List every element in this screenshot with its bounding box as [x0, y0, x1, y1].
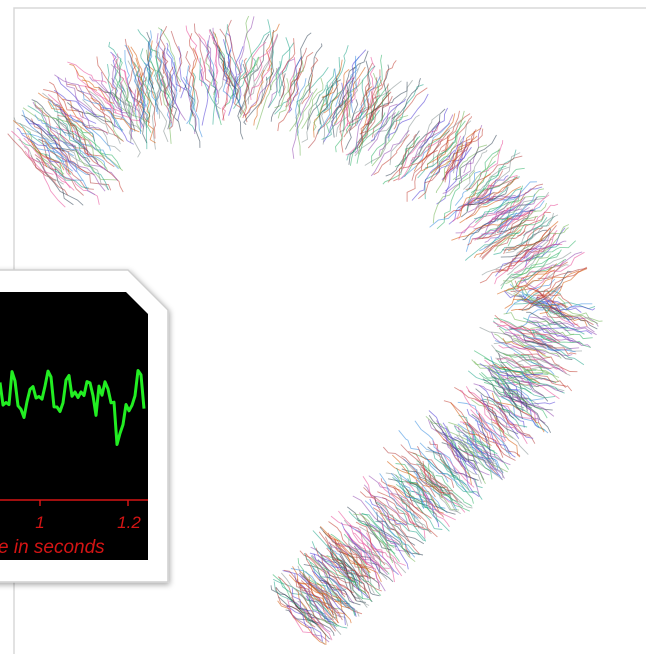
inset: 1 1.2 e in seconds [0, 270, 168, 582]
page: 1 1.2 e in seconds (() => { const data =… [0, 0, 646, 654]
tick-label: 1.2 [117, 513, 141, 532]
axis-label: e in seconds [0, 537, 105, 558]
tick-label: 1 [35, 513, 44, 532]
figure: 1 1.2 e in seconds [0, 0, 646, 654]
